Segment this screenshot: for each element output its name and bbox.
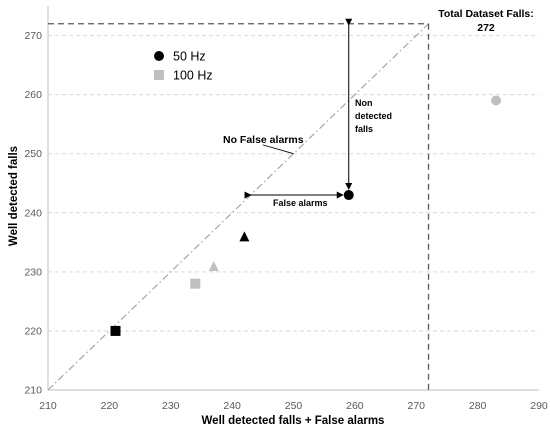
- legend-label-50hz: 50 Hz: [173, 50, 206, 64]
- non-detected-label-line1: Non: [355, 98, 373, 108]
- point-100hz-square: [190, 278, 201, 289]
- legend-label-100hz: 100 Hz: [173, 69, 213, 83]
- y-tick-label: 220: [24, 325, 42, 337]
- y-axis-label: Well detected falls: [8, 146, 20, 246]
- x-tick-label: 230: [162, 400, 180, 412]
- point-100hz-triangle: [208, 260, 219, 271]
- y-tick-label: 210: [24, 385, 42, 397]
- legend-marker-50hz: [154, 51, 164, 61]
- non-detected-label-line2: detected: [355, 111, 392, 121]
- point-50hz-triangle: [239, 231, 250, 242]
- x-tick-label: 260: [346, 400, 364, 412]
- y-tick-label: 250: [24, 148, 42, 160]
- false-alarms-label: False alarms: [273, 198, 328, 208]
- x-tick-label: 270: [407, 400, 425, 412]
- point-50hz-circle: [343, 190, 354, 201]
- data-points: [110, 95, 502, 336]
- arrows: [244, 18, 353, 199]
- y-tick-label: 270: [24, 30, 42, 42]
- x-tick-label: 280: [469, 400, 487, 412]
- total-dataset-value: 272: [477, 22, 495, 34]
- legend-marker-100hz: [154, 70, 164, 80]
- x-tick-label: 290: [530, 400, 548, 412]
- reference-lines: [47, 23, 430, 391]
- no-false-alarms-pointer: [262, 144, 294, 155]
- x-tick-label: 240: [223, 400, 241, 412]
- legend: 50 Hz 100 Hz: [154, 50, 213, 83]
- y-tick-label: 230: [24, 266, 42, 278]
- no-false-alarms-label: No False alarms: [223, 134, 304, 146]
- total-dataset-label: Total Dataset Falls:: [438, 8, 534, 20]
- y-tick-label: 240: [24, 207, 42, 219]
- x-tick-label: 250: [285, 400, 303, 412]
- non-detected-label-line3: falls: [355, 124, 373, 134]
- x-axis-label: Well detected falls + False alarms: [202, 415, 385, 427]
- axes: [47, 6, 539, 391]
- point-100hz-circle: [491, 95, 502, 106]
- x-tick-label: 210: [39, 400, 57, 412]
- no-false-alarms-diagonal: [47, 23, 429, 391]
- x-tick-label: 220: [101, 400, 119, 412]
- annotations: Total Dataset Falls: 272 No False alarms…: [223, 8, 534, 208]
- point-50hz-square: [110, 325, 121, 336]
- tick-labels: 210 220 230 240 250 260 270 280 290 210 220 230 240 2…: [24, 30, 547, 412]
- y-tick-label: 260: [24, 89, 42, 101]
- gridlines: [48, 35, 539, 332]
